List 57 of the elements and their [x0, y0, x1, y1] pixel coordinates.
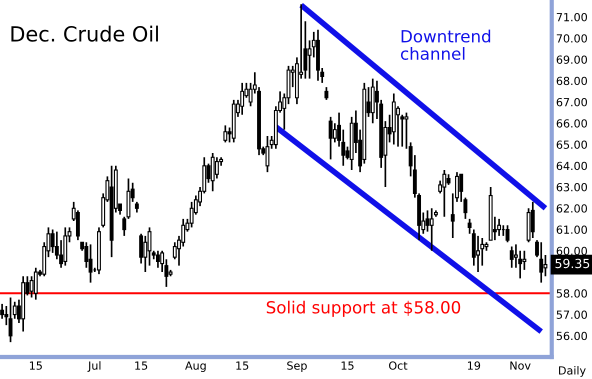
candlestick [266, 135, 270, 173]
candlestick [530, 201, 535, 239]
candlestick [522, 250, 526, 271]
candlestick [88, 244, 92, 284]
annotation: Downtrend channel [400, 30, 490, 60]
x-tick-label: 15 [236, 362, 248, 370]
candlestick [446, 173, 450, 186]
x-tick-label: 15 [135, 362, 148, 370]
y-tick-label: 71.00 [556, 12, 587, 22]
candlestick [156, 250, 160, 269]
candlestick [30, 275, 34, 298]
x-tick-label: 19 [468, 361, 480, 370]
annotation: 59.35 [555, 258, 590, 268]
candlestick [34, 266, 38, 300]
candlestick [134, 201, 139, 214]
y-tick-label: 58.00 [556, 289, 587, 298]
y-tick-label: 65.00 [556, 140, 587, 149]
candlestick [223, 124, 228, 144]
y-tick-label: 69.00 [556, 55, 587, 64]
candlestick [506, 224, 510, 244]
x-tick-label: Sep [287, 361, 307, 372]
candlestick [324, 86, 328, 101]
y-tick-label: 56.00 [556, 332, 587, 340]
x-tick-label: Jul [87, 361, 100, 372]
y-tick-label: 67.00 [556, 98, 587, 106]
candlestick [442, 169, 446, 218]
x-tick-label: 15 [30, 362, 42, 370]
ref-line-label: Solid support at $58.00 [266, 300, 460, 317]
y-tick-label: 63.00 [556, 182, 587, 192]
candlestick [240, 82, 244, 116]
y-tick-label: 64.00 [556, 162, 587, 170]
y-tick-label: 68.00 [556, 76, 587, 86]
text: Dec. Crude Oil [11, 26, 158, 42]
y-tick-label: 66.00 [556, 119, 587, 128]
text: Daily [559, 366, 586, 377]
candlestick [476, 235, 480, 273]
candlestick [8, 296, 12, 343]
candlestick [510, 246, 514, 269]
candlestick [332, 122, 337, 144]
candlestick [426, 210, 430, 232]
y-tick-label: 60.00 [556, 246, 587, 256]
y-tick-label: 70.00 [556, 34, 587, 43]
y-tick-label: 62.00 [556, 204, 587, 213]
candlestick [210, 152, 215, 192]
candlestick [430, 207, 434, 252]
y-tick-label: 61.00 [556, 225, 587, 234]
candlestick [539, 241, 544, 284]
x-tick-label: Nov [510, 362, 531, 370]
x-tick-label: 15 [342, 362, 354, 370]
x-tick-label: Oct [389, 361, 408, 370]
candlestick [396, 105, 400, 148]
candlestick [328, 116, 333, 160]
candlestick [214, 156, 219, 180]
y-tick-label: 57.00 [556, 310, 587, 319]
candlestick [543, 254, 548, 278]
candlestick [497, 218, 502, 237]
x-tick-label: Aug [185, 362, 206, 372]
